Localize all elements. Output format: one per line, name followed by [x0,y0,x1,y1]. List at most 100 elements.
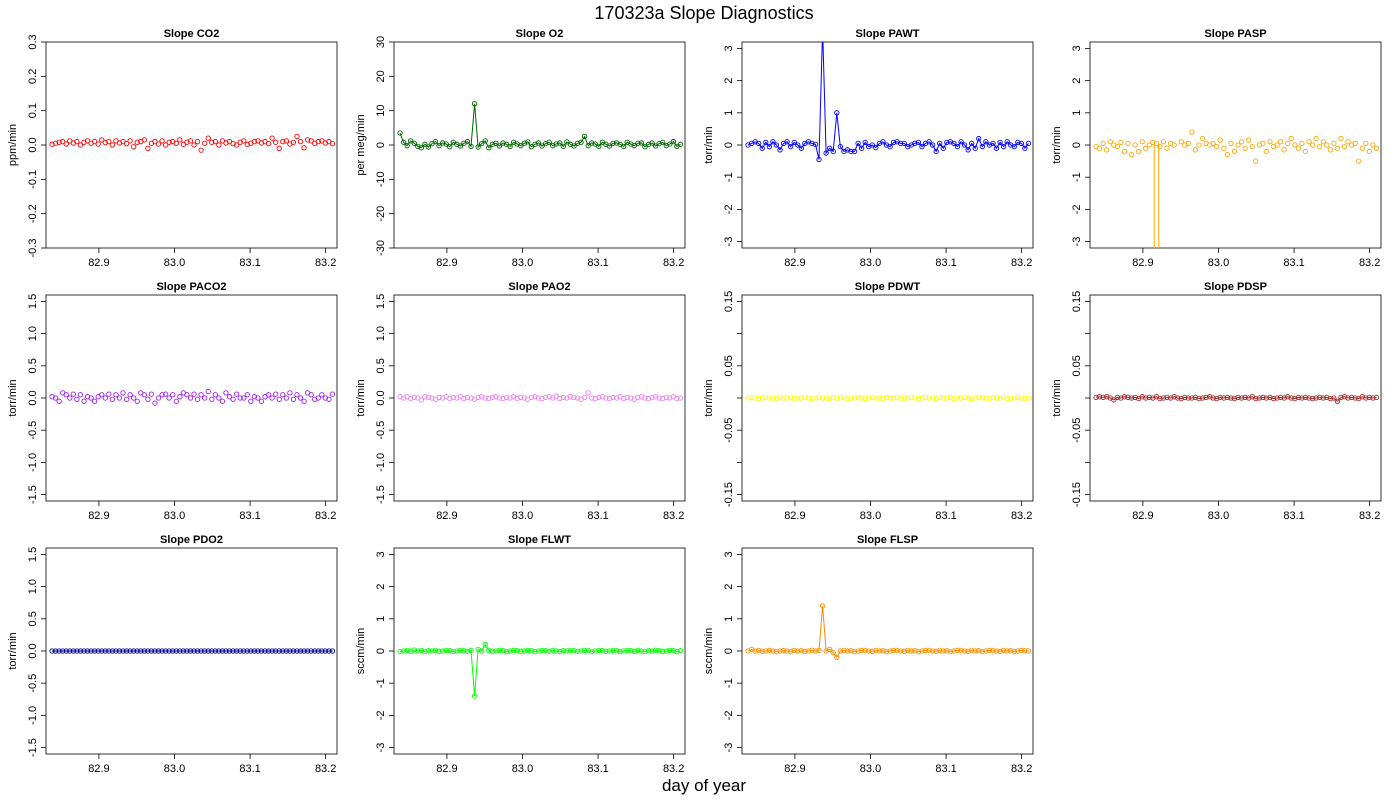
data-series [745,394,1032,402]
data-point [631,648,637,654]
data-point [1366,148,1373,155]
x-tick-label: 82.9 [784,510,805,522]
data-point [166,395,172,401]
y-tick-label: 2 [723,584,735,590]
panel-title: Slope FLSP [857,534,918,546]
data-point [70,391,76,397]
data-point [990,648,996,654]
data-point [308,392,314,398]
data-point [49,141,55,147]
data-point [461,648,467,654]
data-point [869,648,875,654]
data-point [1228,395,1234,401]
data-point [1022,395,1028,402]
data-point [951,140,957,147]
data-point [134,648,140,654]
data-point [326,648,332,654]
y-tick-label: 2 [723,78,735,84]
data-point [518,143,524,149]
data-point [940,145,946,151]
y-tick-label: 0.05 [723,355,735,376]
data-point [258,648,265,654]
data-point [894,648,900,654]
data-point [525,647,531,654]
y-axis-label: torr/min [703,126,715,163]
data-point [152,648,158,654]
data-point [77,392,84,398]
data-point [155,141,162,147]
data-point [589,140,595,146]
data-point [408,138,414,144]
data-point [205,135,211,141]
data-series [1093,394,1380,404]
y-tick-label: -0.5 [27,674,39,693]
data-point [571,143,577,149]
y-tick-label: 0 [375,648,387,654]
figure-title: 170323a Slope Diagnostics [594,3,813,23]
data-point [123,396,130,402]
data-point [454,648,460,654]
data-point [1224,152,1231,158]
data-point [216,395,222,401]
data-point [858,145,865,151]
data-point [567,647,574,654]
data-point [777,394,783,401]
data-point [617,648,623,655]
data-point [1228,140,1234,147]
data-point [450,394,456,401]
data-point [944,395,950,401]
data-point [983,139,989,145]
data-point [610,140,616,146]
data-point [209,648,215,654]
data-point [1189,129,1195,135]
data-point [116,648,123,654]
data-point [770,139,776,145]
data-point [965,395,971,401]
data-point [567,394,574,400]
data-point [1366,394,1373,401]
data-point [1004,648,1010,654]
data-point [120,648,126,654]
data-point [1345,139,1351,145]
data-point [1256,395,1262,401]
data-point [1320,395,1326,401]
data-point [510,647,517,654]
data-point [315,648,321,654]
data-point [642,395,648,401]
data-point [851,148,858,155]
data-point [752,648,758,654]
data-point [798,395,804,401]
data-point [915,648,922,655]
data-point [422,394,428,400]
data-point [677,141,684,147]
data-point [1196,395,1202,402]
data-point [464,648,471,654]
data-point [429,648,435,654]
data-point [177,648,183,654]
data-point [819,395,826,401]
data-point [329,648,336,654]
data-point [1288,395,1294,401]
data-point [773,648,780,655]
data-point [489,394,495,401]
x-tick-label: 83.0 [860,510,881,522]
data-point [1370,395,1376,401]
data-point [763,394,769,401]
data-point [1331,395,1337,401]
data-point [482,395,488,401]
data-point [1104,147,1110,153]
x-tick-label: 82.9 [88,510,109,522]
data-point [230,396,236,402]
y-tick-label: 0 [723,648,735,654]
data-point [674,395,680,402]
data-point [127,138,133,144]
y-tick-label: -3 [1071,237,1083,247]
data-point [329,140,336,147]
data-point [1302,148,1309,155]
data-point [890,395,897,401]
data-point [621,143,627,150]
data-point [489,141,495,147]
data-point [1157,395,1163,402]
data-point [667,141,673,147]
data-point [216,142,222,148]
